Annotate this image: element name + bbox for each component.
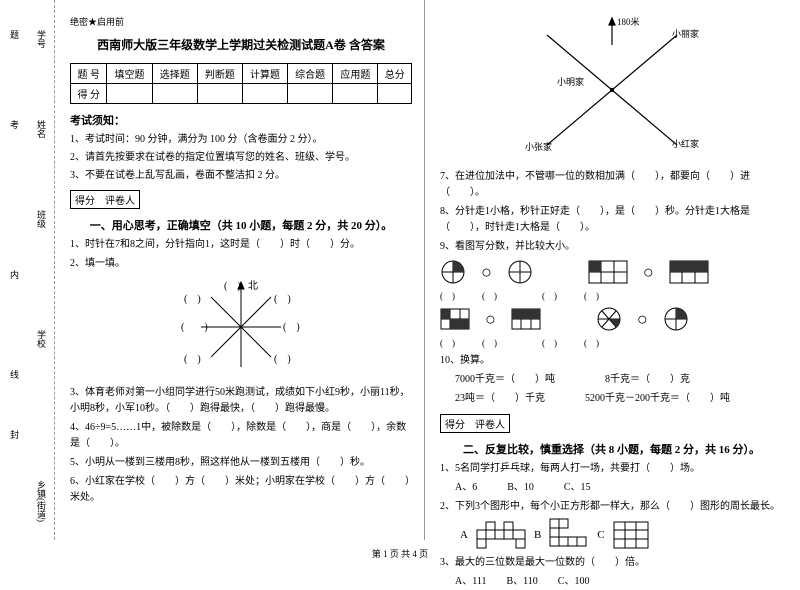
score-marker-box: 得分 评卷人 <box>70 190 140 209</box>
svg-text:小张家: 小张家 <box>525 141 552 152</box>
notice-item: 2、请首先按要求在试卷的指定位置填写您的姓名、班级、学号。 <box>70 150 412 165</box>
svg-text:( ): ( ) <box>274 354 291 365</box>
notice-item: 3、不要在试卷上乱写乱画，卷面不整洁扣 2 分。 <box>70 168 412 183</box>
exam-title: 西南师大版三年级数学上学期过关检测试题A卷 含答案 <box>70 36 412 53</box>
svg-text:( ): ( ) <box>184 354 201 365</box>
svg-text:小红家: 小红家 <box>672 138 699 149</box>
svg-text:小丽家: 小丽家 <box>672 28 699 39</box>
question-1: 1、时针在7和8之间，分针指向1，这时是（ ）时（ ）分。 <box>70 237 412 253</box>
notice-title: 考试须知： <box>70 112 412 128</box>
margin-label-school: 学校 <box>35 330 48 348</box>
cut-text-5: 封 <box>8 430 21 439</box>
section2-title: 二、反复比较，慎重选择（共 8 小题，每题 2 分，共 16 分）。 <box>440 441 783 457</box>
margin-label-town: 乡镇(街道) <box>35 480 48 522</box>
question-2: 2、填一填。 <box>70 256 412 272</box>
svg-text:北: 北 <box>248 280 258 292</box>
margin-label-class: 班级 <box>35 210 48 228</box>
question-9: 9、看图写分数，并比较大小。 <box>440 239 783 255</box>
question-4: 4、46÷9=5……1中，被除数是（ ），除数是（ ），商是（ ），余数是（ ）… <box>70 420 412 452</box>
svg-text:( ): ( ) <box>224 281 241 292</box>
svg-text:( ): ( ) <box>181 322 208 333</box>
question-10: 10、换算。 <box>440 353 783 369</box>
table-row: 题 号 填空题 选择题 判断题 计算题 综合题 应用题 总分 <box>71 64 412 84</box>
content-area: 绝密★启用前 西南师大版三年级数学上学期过关检测试题A卷 含答案 题 号 填空题… <box>55 0 800 540</box>
s2-q1: 1、5名同学打乒乓球，每两人打一场，共要打（ ）场。 <box>440 461 783 477</box>
table-row: 得 分 <box>71 84 412 104</box>
cut-text-1: 题 <box>8 30 21 39</box>
score-table: 题 号 填空题 选择题 判断题 计算题 综合题 应用题 总分 得 分 <box>70 63 412 104</box>
map-svg: 180米 小丽家 小明家 小红家 小张家 <box>517 15 707 160</box>
secrecy-note: 绝密★启用前 <box>70 15 412 28</box>
cut-text-2: 考 <box>8 120 21 129</box>
column-left: 绝密★启用前 西南师大版三年级数学上学期过关检测试题A卷 含答案 题 号 填空题… <box>55 0 425 540</box>
question-7: 7、在进位加法中，不管哪一位的数相加满（ ），都要向（ ）进（ ）。 <box>440 169 783 201</box>
svg-text:小明家: 小明家 <box>557 76 584 87</box>
cut-text-3: 内 <box>8 270 21 279</box>
s2-q2: 2、下列3个图形中，每个小正方形都一样大，那么（ ）图形的周长最长。 <box>440 499 783 515</box>
question-3: 3、体育老师对第一小组同学进行50米跑测试，成绩如下小红9秒，小丽11秒，小明8… <box>70 385 412 417</box>
margin-label-name: 姓名 <box>35 120 48 138</box>
exam-page: 学号 题 姓名 考 班级 内 学校 线 封 乡镇(街道) 绝密★启用前 西南师大… <box>0 0 800 540</box>
notice-item: 1、考试时间：90 分钟，满分为 100 分（含卷面分 2 分）。 <box>70 132 412 147</box>
svg-text:( ): ( ) <box>274 294 291 305</box>
score-marker-box-2: 得分 评卷人 <box>440 414 510 433</box>
q10-line2: 23吨＝（ ）千克 5200千克－200千克＝（ ）吨 <box>440 391 783 407</box>
fraction-row-1: ○ ○ <box>440 259 783 285</box>
cut-text-4: 线 <box>8 370 21 379</box>
column-right: 180米 小丽家 小明家 小红家 小张家 7、在进位加法中，不管哪一位的数相加满… <box>425 0 795 540</box>
fraction-paren-2: ( ) ( ) ( ) ( ) <box>440 336 783 349</box>
margin-label-id: 学号 <box>35 30 48 48</box>
svg-text:( ): ( ) <box>184 294 201 305</box>
question-8: 8、分针走1小格，秒针正好走（ ），是（ ）秒。分针走1大格是（ ），时针走1大… <box>440 204 783 236</box>
page-footer: 第 1 页 共 4 页 <box>0 547 800 560</box>
q10-line1: 7000千克＝（ ）吨 8千克＝（ ）克 <box>440 372 783 388</box>
question-6: 6、小红家在学校（ ）方（ ）米处；小明家在学校（ ）方（ ）米处。 <box>70 474 412 506</box>
map-diagram: 180米 小丽家 小明家 小红家 小张家 <box>440 15 783 163</box>
section1-title: 一、用心思考，正确填空（共 10 小题，每题 2 分，共 20 分）。 <box>70 217 412 233</box>
question-5: 5、小明从一楼到三楼用8秒，照这样他从一楼到五楼用（ ）秒。 <box>70 455 412 471</box>
s2-q3-opts: A、111 B、110 C、100 <box>440 574 783 590</box>
svg-text:( ): ( ) <box>283 322 300 333</box>
compass-diagram: ( ) 北 ( ) ( ) ( ) ( ) ( ) ( ) <box>70 277 412 380</box>
fraction-row-2: ○ ○ <box>440 306 783 332</box>
svg-text:180米: 180米 <box>617 16 640 27</box>
s2-q1-opts: A、6 B、10 C、15 <box>440 480 783 496</box>
fraction-paren-1: ( ) ( ) ( ) ( ) <box>440 289 783 302</box>
binding-margin: 学号 题 姓名 考 班级 内 学校 线 封 乡镇(街道) <box>0 0 55 540</box>
compass-svg: ( ) 北 ( ) ( ) ( ) ( ) ( ) ( ) <box>176 277 306 377</box>
